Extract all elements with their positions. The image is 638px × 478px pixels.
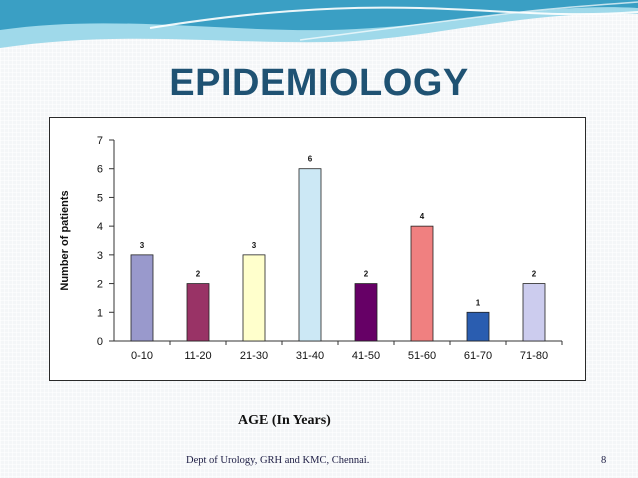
y-axis-title: Number of patients [59, 190, 71, 290]
bar-31-40 [298, 168, 322, 342]
bar-11-20 [186, 283, 210, 342]
data-label-61-70: 1 [476, 298, 481, 307]
x-tick-label-11-20: 11-20 [184, 350, 211, 362]
data-label-11-20: 2 [196, 270, 201, 279]
y-tick-label: 5 [97, 192, 103, 204]
page-number: 8 [601, 455, 607, 466]
data-label-41-50: 2 [364, 270, 369, 279]
data-label-71-80: 2 [532, 270, 537, 279]
y-tick-label: 6 [97, 164, 103, 176]
footer-text: Dept of Urology, GRH and KMC, Chennai. [186, 455, 370, 466]
x-axis-caption: AGE (In Years) [238, 413, 331, 428]
y-tick-label: 7 [97, 135, 103, 147]
x-tick-label-21-30: 21-30 [240, 350, 268, 362]
x-tick-label-61-70: 61-70 [464, 350, 492, 362]
bar-21-30 [242, 254, 266, 342]
y-tick-label: 2 [97, 279, 103, 291]
data-label-21-30: 3 [252, 241, 257, 250]
y-tick-label: 1 [97, 307, 103, 319]
y-tick-label: 4 [97, 221, 103, 233]
data-label-0-10: 3 [140, 241, 145, 250]
bar-51-60 [410, 225, 434, 342]
chart-frame: 0 1 2 3 4 5 6 7 Number of patients 3 0-10 2 11-20 3 21… [49, 117, 586, 381]
wave-highlight-2 [299, 1, 638, 41]
header-wave-decoration [0, 0, 638, 48]
bar-0-10 [130, 254, 154, 342]
data-label-31-40: 6 [308, 155, 313, 164]
wave-band-dark [0, 0, 638, 31]
x-tick-label-41-50: 41-50 [352, 350, 380, 362]
slide-title: EPIDEMIOLOGY [169, 62, 469, 104]
x-tick-label-31-40: 31-40 [296, 350, 324, 362]
bar-61-70 [466, 311, 490, 342]
x-tick-label-51-60: 51-60 [408, 350, 436, 362]
bar-41-50 [354, 283, 378, 342]
x-tick-label-71-80: 71-80 [520, 350, 548, 362]
data-label-51-60: 4 [420, 212, 425, 221]
y-tick-label: 3 [97, 250, 103, 262]
bar-71-80 [522, 283, 546, 342]
wave-highlight [149, 6, 638, 29]
x-tick-label-0-10: 0-10 [131, 350, 153, 362]
y-tick-label: 0 [97, 336, 103, 348]
